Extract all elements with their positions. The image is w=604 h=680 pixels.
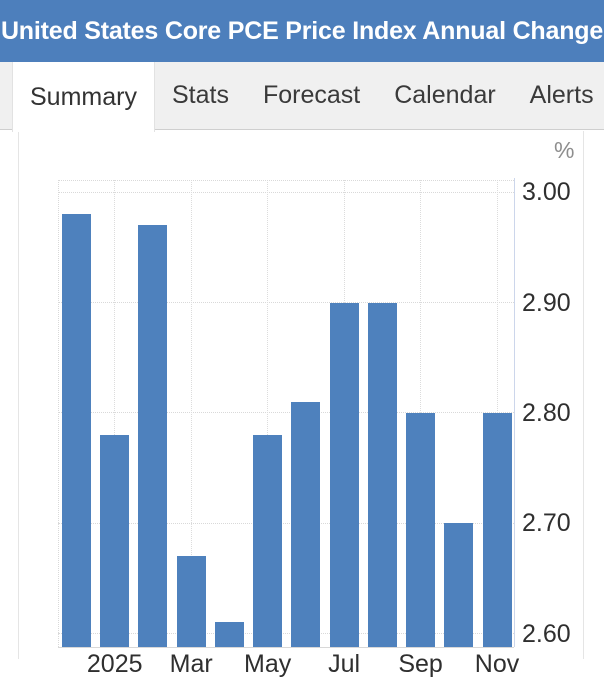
- tab-summary-label: Summary: [30, 82, 137, 111]
- bar[interactable]: [138, 225, 168, 647]
- tab-forecast-label: Forecast: [262, 81, 361, 109]
- app-header: United States Core PCE Price Index Annua…: [0, 0, 604, 62]
- y-tick-label: 3.00: [522, 178, 571, 207]
- plot-top-border: [58, 180, 514, 181]
- x-gridline: [190, 180, 192, 647]
- page-title: United States Core PCE Price Index Annua…: [0, 16, 604, 45]
- chart-frame-border-right: [583, 131, 584, 659]
- tab-calendar[interactable]: Calendar: [377, 62, 512, 129]
- x-tick-label: Jul: [328, 650, 361, 678]
- bar[interactable]: [329, 302, 359, 647]
- bar[interactable]: [62, 214, 91, 647]
- bar[interactable]: [444, 523, 474, 647]
- bar[interactable]: [406, 412, 436, 647]
- x-tick-label: Sep: [398, 650, 443, 678]
- plot-left-border: [58, 180, 59, 647]
- tab-bar: Summary Stats Forecast Calendar Alerts: [0, 62, 604, 132]
- bar[interactable]: [367, 302, 397, 647]
- bar[interactable]: [214, 622, 244, 647]
- unit-label: %: [554, 137, 575, 163]
- y-tick-label: 2.70: [522, 509, 571, 538]
- bar[interactable]: [253, 434, 283, 647]
- tab-stats-label: Stats: [171, 81, 229, 109]
- x-tick-label: Mar: [169, 650, 213, 678]
- tab-stats[interactable]: Stats: [155, 62, 246, 129]
- tab-summary[interactable]: Summary: [12, 62, 155, 132]
- x-tick-label: 2025: [86, 650, 143, 678]
- y-gridline: [58, 302, 514, 304]
- y-gridline: [58, 191, 514, 193]
- x-gridline: [267, 180, 269, 647]
- bar[interactable]: [176, 556, 206, 647]
- x-tick-label: May: [244, 650, 292, 678]
- x-gridline: [114, 180, 116, 647]
- tab-alerts[interactable]: Alerts: [513, 62, 604, 129]
- y-gridline: [58, 522, 514, 524]
- bar[interactable]: [482, 412, 512, 647]
- tab-alerts-label: Alerts: [529, 81, 594, 109]
- y-tick-label: 2.90: [522, 288, 571, 317]
- y-gridline: [58, 633, 514, 634]
- y-gridline: [58, 412, 514, 414]
- chart-frame-border-left: [18, 131, 19, 659]
- bar[interactable]: [291, 401, 321, 647]
- tab-forecast[interactable]: Forecast: [246, 62, 377, 129]
- y-axis-line: [514, 178, 515, 647]
- x-axis-line: [58, 647, 514, 648]
- bar[interactable]: [100, 434, 130, 647]
- y-tick-label: 2.80: [522, 398, 571, 427]
- y-tick-label: 2.60: [522, 619, 571, 648]
- x-tick-label: Nov: [474, 650, 520, 678]
- tab-calendar-label: Calendar: [394, 81, 496, 109]
